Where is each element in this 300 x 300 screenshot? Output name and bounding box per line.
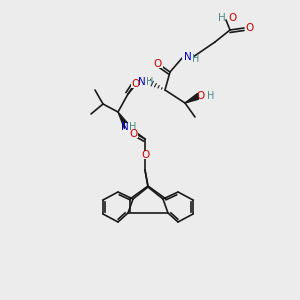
Text: O: O: [197, 91, 205, 101]
FancyBboxPatch shape: [153, 60, 163, 68]
Text: N: N: [121, 122, 129, 132]
FancyBboxPatch shape: [125, 122, 139, 131]
FancyBboxPatch shape: [199, 92, 215, 100]
Text: H: H: [146, 77, 153, 87]
Text: O: O: [132, 79, 140, 89]
Text: O: O: [129, 129, 137, 139]
FancyBboxPatch shape: [245, 25, 255, 32]
Polygon shape: [185, 93, 200, 103]
Polygon shape: [118, 112, 130, 128]
Text: H: H: [129, 122, 136, 132]
Text: H: H: [192, 54, 200, 64]
Text: O: O: [154, 59, 162, 69]
FancyBboxPatch shape: [136, 77, 150, 86]
Text: O: O: [141, 150, 149, 160]
Text: N: N: [138, 77, 146, 87]
Text: H: H: [207, 91, 214, 101]
FancyBboxPatch shape: [182, 53, 194, 61]
Text: O: O: [228, 13, 236, 23]
FancyBboxPatch shape: [140, 151, 150, 159]
Text: N: N: [184, 52, 192, 62]
FancyBboxPatch shape: [131, 80, 141, 88]
Text: O: O: [246, 23, 254, 33]
Text: H: H: [218, 13, 226, 23]
FancyBboxPatch shape: [128, 130, 138, 138]
